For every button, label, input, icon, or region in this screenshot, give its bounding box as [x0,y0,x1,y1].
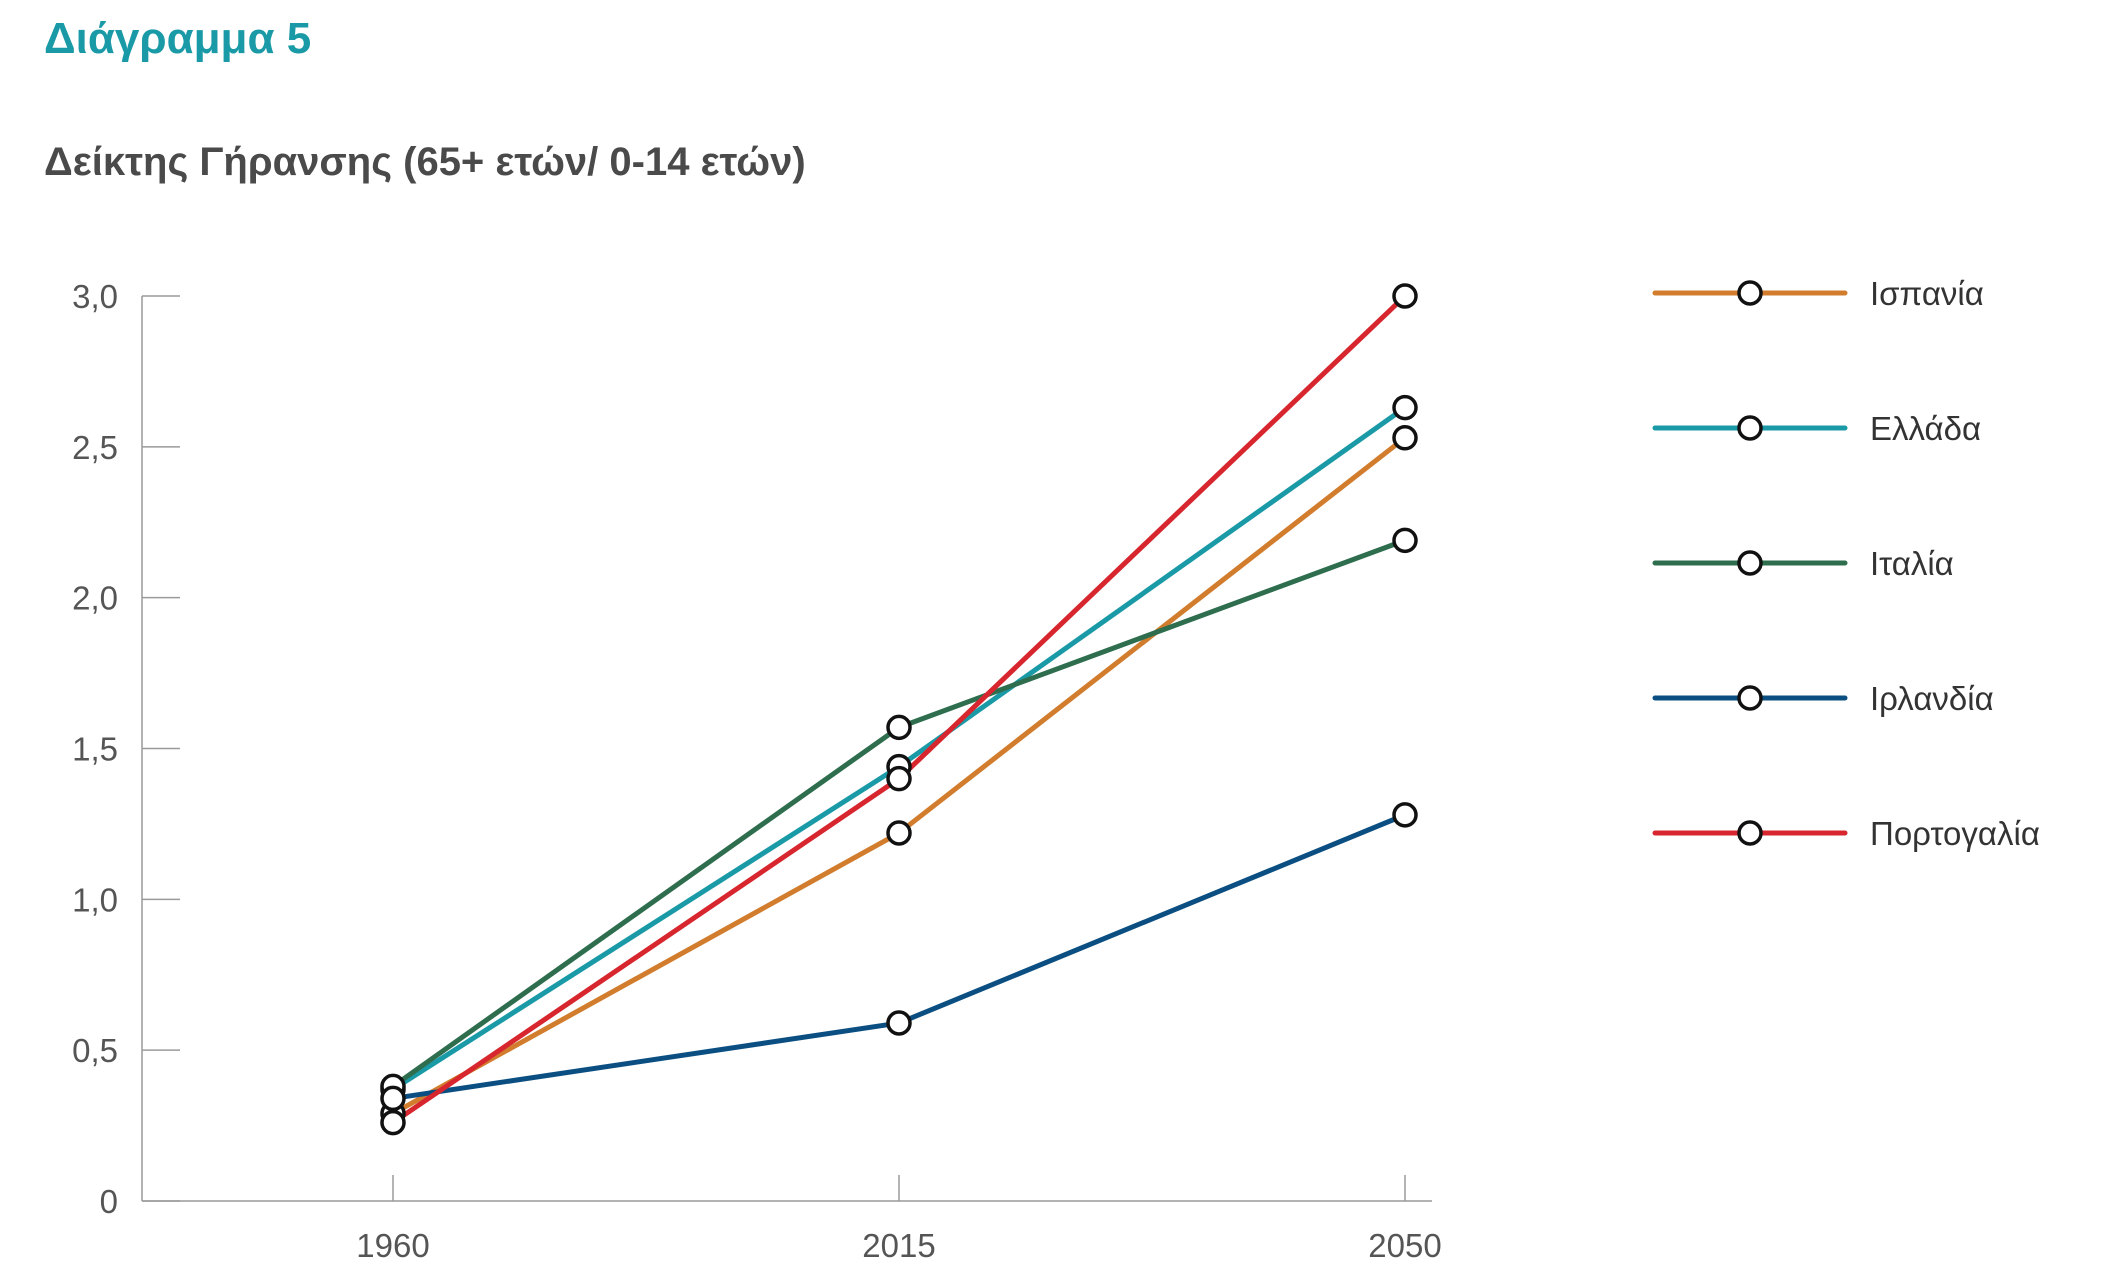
data-point [1392,283,1418,309]
legend-item: Ελλάδα [1652,410,1981,447]
data-point [1392,802,1418,828]
y-tick-label: 2,5 [72,429,118,466]
x-tick-label: 2015 [862,1227,935,1261]
chart-legend: Ισπανία Ελλάδα Ιταλία Ιρλανδία Πορτογαλία [1652,275,2040,852]
data-point [886,714,912,741]
series-line-5 [390,293,1408,1126]
legend-item: Ιρλανδία [1652,680,1994,717]
legend-label: Πορτογαλία [1870,815,2040,852]
y-tick-label: 0 [100,1183,118,1220]
y-tick-label: 1,0 [72,881,118,918]
legend-marker [1737,280,1763,306]
y-tick-label: 1,5 [72,731,118,768]
series-line-4 [390,812,1408,1101]
legend-marker [1737,685,1763,711]
legend-item: Ιταλία [1652,545,1954,582]
legend-label: Ισπανία [1870,275,1984,312]
chart-axes: 0 0,5 1,0 1,5 2,0 2,5 3,0 1960 2015 2050 [72,278,1442,1261]
legend-label: Ελλάδα [1870,410,1981,447]
data-point [1392,394,1418,421]
data-point [380,1085,406,1112]
series-line-2 [390,405,1408,1092]
legend-item: Ισπανία [1652,275,1984,312]
series-lines [390,293,1408,1126]
y-tick-label: 2,0 [72,580,118,617]
legend-marker [1737,415,1763,441]
series-markers [380,283,1418,1136]
x-tick-label: 1960 [356,1227,429,1261]
legend-label: Ιταλία [1870,545,1954,582]
x-tick-label: 2050 [1368,1227,1441,1261]
y-tick-label: 0,5 [72,1032,118,1069]
chart-title: Δείκτης Γήρανσης (65+ ετών/ 0-14 ετών) [44,140,806,184]
data-point [886,1010,912,1036]
data-point [886,765,912,792]
data-point [380,1109,406,1136]
data-point [1392,425,1418,451]
data-point [886,820,912,846]
series-line-3 [390,537,1408,1089]
legend-item: Πορτογαλία [1652,815,2040,852]
y-tick-label: 3,0 [72,278,118,315]
data-point [1392,527,1418,554]
legend-label: Ιρλανδία [1870,680,1994,717]
legend-marker [1737,550,1763,576]
figure-label: Διάγραμμα 5 [44,14,312,63]
legend-marker [1737,820,1763,846]
